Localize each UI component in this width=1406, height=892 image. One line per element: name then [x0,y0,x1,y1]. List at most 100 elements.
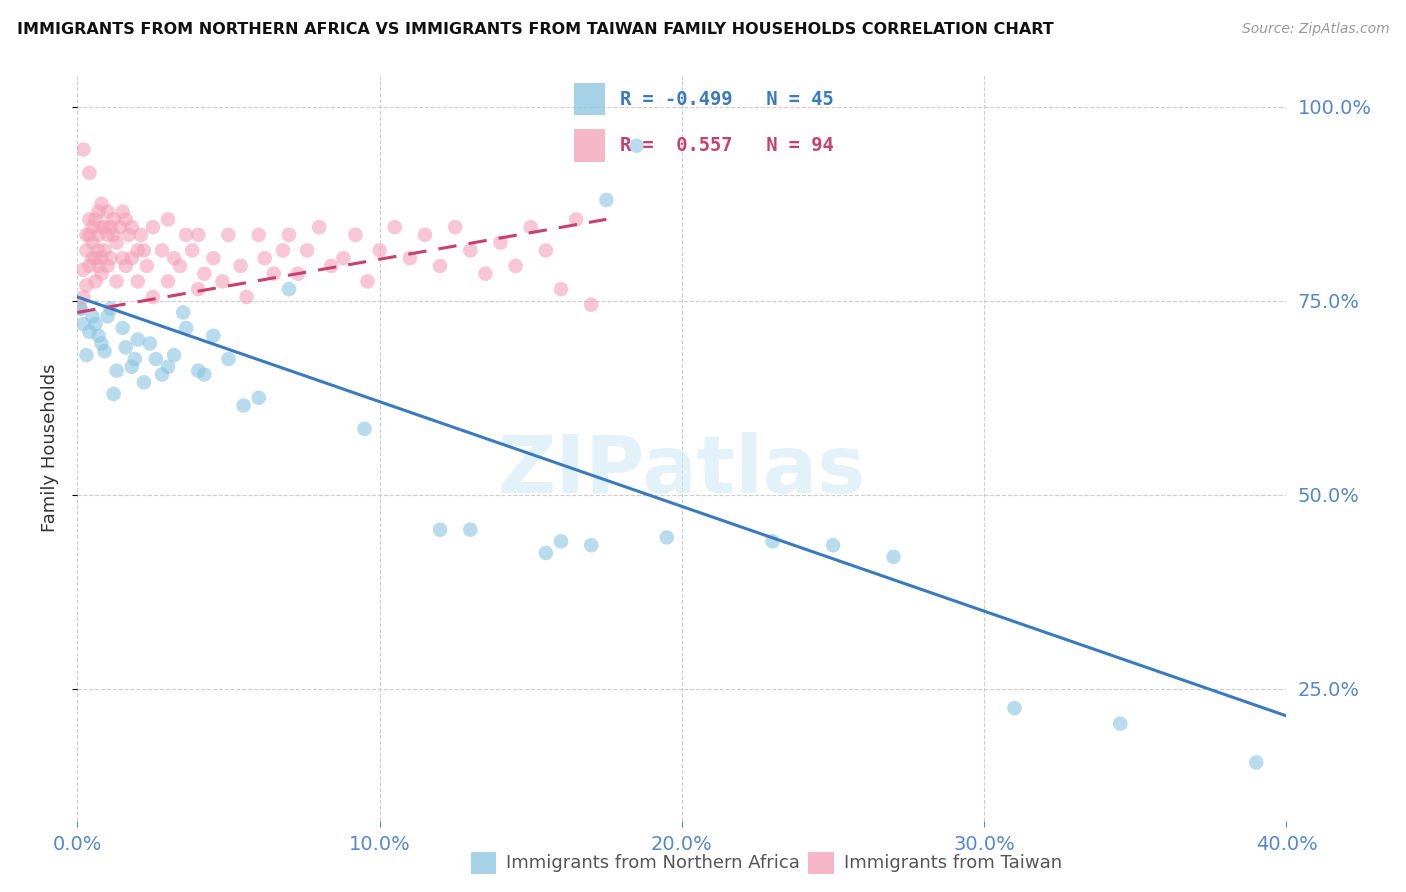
Text: Immigrants from Taiwan: Immigrants from Taiwan [844,855,1062,872]
Point [142,220,165,235]
Point [111,321,134,335]
Point [100,301,122,316]
Point [87,204,110,219]
Point [82,251,104,265]
Point [581,298,603,312]
Point [172,305,194,319]
Point [163,251,186,265]
Point [474,267,496,281]
Point [489,235,512,250]
Point [87,244,110,258]
Point [100,251,122,265]
Point [399,251,422,265]
Text: ZIPatlas: ZIPatlas [498,432,866,509]
Point [79,325,101,339]
Point [84,251,107,265]
Point [595,193,617,207]
Point [150,244,173,258]
Point [114,259,136,273]
Point [581,538,603,552]
Point [121,359,143,374]
Text: Source: ZipAtlas.com: Source: ZipAtlas.com [1241,22,1389,37]
Point [108,220,131,235]
Point [100,220,122,235]
Point [157,274,180,288]
Point [103,387,125,401]
Point [84,274,107,288]
Point [565,212,588,227]
Point [82,220,104,235]
Point [139,336,162,351]
Point [193,368,215,382]
Point [105,364,128,378]
Point [247,391,270,405]
Point [87,328,110,343]
Text: IMMIGRANTS FROM NORTHERN AFRICA VS IMMIGRANTS FROM TAIWAN FAMILY HOUSEHOLDS CORR: IMMIGRANTS FROM NORTHERN AFRICA VS IMMIG… [17,22,1053,37]
Point [72,317,94,331]
Point [87,227,110,242]
Point [90,197,112,211]
Point [534,244,557,258]
Point [187,282,209,296]
FancyBboxPatch shape [575,83,605,115]
Point [1246,756,1268,770]
Point [69,301,91,316]
Point [93,220,115,235]
Point [111,204,134,219]
Point [278,282,301,296]
Point [150,368,173,382]
Point [626,138,648,153]
Point [145,351,167,366]
Point [69,301,91,316]
Point [111,251,134,265]
Point [93,244,115,258]
Point [90,336,112,351]
Point [142,290,165,304]
Point [90,267,112,281]
Point [79,212,101,227]
Point [105,274,128,288]
Point [263,267,285,281]
Point [114,212,136,227]
Point [308,220,330,235]
Point [72,290,94,304]
Point [124,351,146,366]
Point [90,220,112,235]
Point [72,143,94,157]
Point [127,244,149,258]
Point [229,259,252,273]
Point [368,244,391,258]
Point [534,546,557,560]
Y-axis label: Family Households: Family Households [41,364,59,533]
Point [429,523,451,537]
Point [96,227,118,242]
Point [127,274,149,288]
Point [129,227,152,242]
Text: Immigrants from Northern Africa: Immigrants from Northern Africa [506,855,800,872]
Point [93,344,115,359]
Point [413,227,436,242]
Point [218,227,240,242]
Point [103,227,125,242]
Point [202,251,225,265]
Point [75,348,97,362]
Point [84,317,107,331]
Point [163,348,186,362]
Point [157,212,180,227]
Point [278,227,301,242]
Point [883,549,905,564]
Point [505,259,527,273]
Point [384,220,406,235]
Point [332,251,354,265]
Point [550,534,572,549]
Point [79,227,101,242]
Point [105,235,128,250]
Point [458,244,481,258]
Point [132,376,155,390]
Point [127,333,149,347]
Point [169,259,191,273]
Point [96,310,118,324]
Point [114,340,136,354]
Point [271,244,294,258]
Point [295,244,318,258]
